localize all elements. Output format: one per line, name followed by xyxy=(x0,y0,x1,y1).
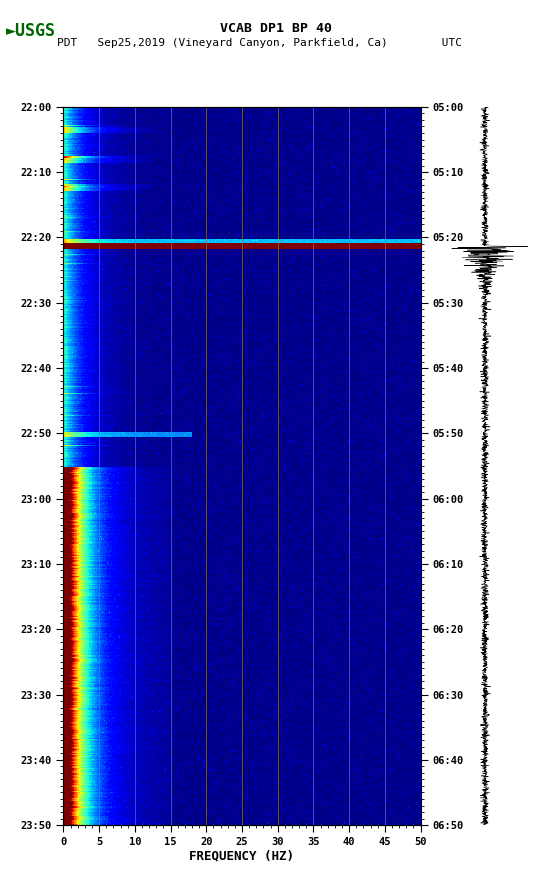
Text: VCAB DP1 BP 40: VCAB DP1 BP 40 xyxy=(220,22,332,36)
Text: PDT   Sep25,2019 (Vineyard Canyon, Parkfield, Ca)        UTC: PDT Sep25,2019 (Vineyard Canyon, Parkfie… xyxy=(57,38,462,48)
Text: ►USGS: ►USGS xyxy=(6,22,56,40)
X-axis label: FREQUENCY (HZ): FREQUENCY (HZ) xyxy=(189,850,295,863)
